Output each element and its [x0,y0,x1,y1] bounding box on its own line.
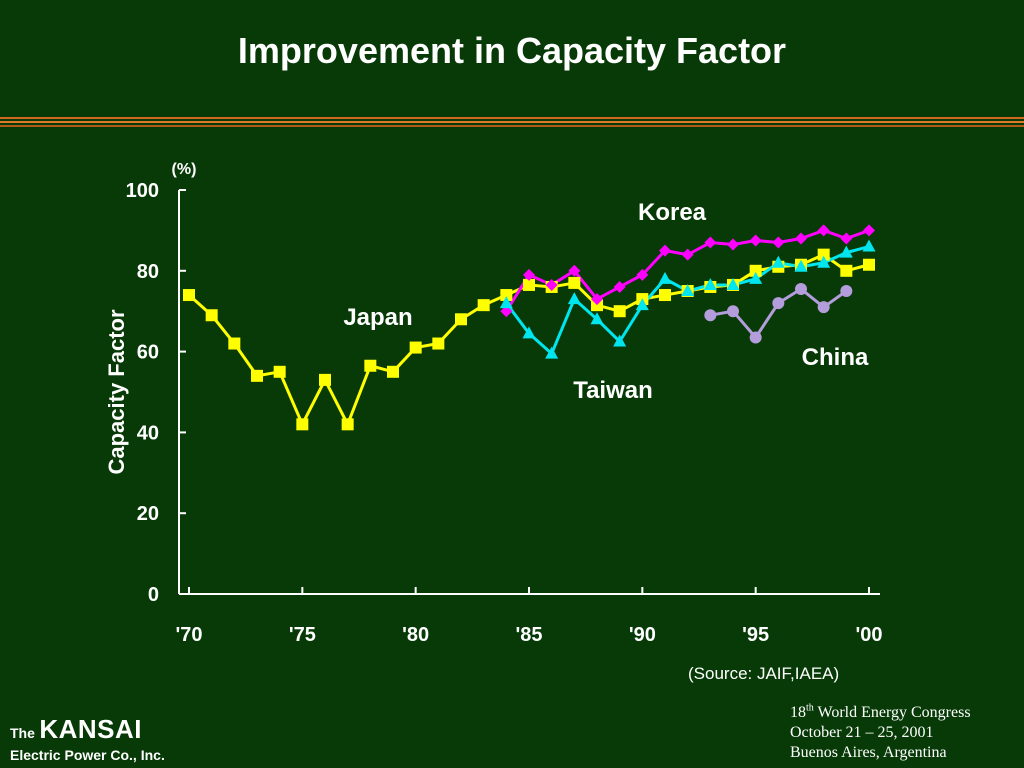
data-point-china [727,305,739,318]
data-point-japan [568,276,581,289]
data-point-taiwan [499,296,513,309]
data-point-korea [749,234,762,247]
data-point-korea [613,280,626,293]
data-point-taiwan [817,255,831,268]
conference-line-2: October 21 – 25, 2001 [790,724,934,741]
data-point-japan [613,305,626,318]
data-point-japan [387,365,399,378]
data-point-taiwan [771,255,785,268]
x-tick-label: '85 [515,624,542,646]
data-point-japan [523,278,535,291]
data-point-japan [341,418,354,431]
data-point-china [840,285,853,297]
data-point-korea [659,244,671,257]
data-point-taiwan [862,239,876,252]
data-point-china [795,282,807,295]
data-point-taiwan [545,346,559,359]
data-point-taiwan [703,277,717,290]
series-label-china: China [802,344,869,371]
data-point-taiwan [681,284,695,296]
y-axis-label: Capacity Factor [104,309,129,474]
data-point-korea [795,232,807,245]
data-point-japan [455,313,467,326]
data-point-china [704,309,717,322]
data-point-korea [500,305,513,318]
y-tick-label: 100 [126,180,159,202]
company-logo: The KANSAI Electric Power Co., Inc. [10,714,165,763]
x-tick-label: '90 [629,624,656,646]
data-point-taiwan [635,298,649,311]
y-tick-label: 40 [137,422,159,444]
data-point-japan [659,289,671,302]
x-tick-label: '00 [855,624,882,646]
y-tick-label: 0 [148,584,159,606]
logo-suffix: Electric Power Co., Inc. [10,747,165,763]
data-point-taiwan [794,259,808,272]
y-unit-label: (%) [172,161,197,178]
data-point-korea [863,224,875,237]
y-tick-label: 60 [137,342,159,364]
title-divider [0,117,1024,127]
data-point-japan [500,289,513,302]
data-point-japan [432,337,445,350]
capacity-factor-chart: 0 20 40 60 80 100 '70 '75 '80 '85 '90 '95 '00 (%) Capa… [104,161,883,646]
x-tick-label: '95 [742,624,769,646]
data-point-japan [749,264,762,277]
data-point-korea [840,232,853,245]
series-label-korea: Korea [638,199,707,226]
data-point-japan [251,369,263,382]
data-point-korea [727,238,739,251]
data-point-taiwan [658,271,672,284]
data-point-japan [228,337,241,350]
logo-prefix: The [10,725,35,741]
data-point-korea [681,248,694,261]
data-point-japan [863,258,875,271]
data-point-korea [636,268,649,281]
y-tick-label: 20 [137,503,159,525]
x-tick-label: '80 [402,624,429,646]
conference-line-1: 18th World Energy Congress [790,702,971,721]
data-point-japan [319,373,331,386]
data-point-korea [545,278,558,291]
source-note: (Source: JAIF,IAEA) [688,664,840,683]
data-point-korea [591,293,603,306]
data-point-japan [205,309,218,322]
data-point-korea [523,268,535,281]
data-point-korea [568,264,581,277]
series-label-japan: Japan [343,304,412,331]
data-point-korea [817,224,830,237]
conference-line-3: Buenos Aires, Argentina [790,744,947,761]
data-point-china [749,331,762,344]
data-point-taiwan [749,271,763,284]
data-point-china [772,297,785,310]
data-point-japan [409,341,422,354]
data-point-japan [817,248,830,261]
data-point-taiwan [522,326,536,339]
data-point-japan [591,299,603,312]
data-point-taiwan [590,312,604,325]
data-point-japan [273,365,286,378]
data-point-japan [183,289,195,302]
series-label-taiwan: Taiwan [573,377,653,404]
data-point-taiwan [613,334,627,347]
data-point-japan [477,299,490,312]
data-point-japan [364,359,377,372]
data-point-japan [296,418,309,431]
logo-name: KANSAI [39,714,143,744]
y-tick-label: 80 [137,261,159,283]
data-point-korea [772,236,785,249]
data-point-taiwan [726,277,740,290]
data-point-japan [840,264,853,277]
conference-info: 18th World Energy Congress October 21 – … [790,703,971,763]
x-tick-label: '75 [289,624,316,646]
data-point-korea [704,236,717,249]
x-tick-label: '70 [175,624,202,646]
slide-title: Improvement in Capacity Factor [237,30,787,71]
data-point-taiwan [567,292,581,305]
data-point-taiwan [839,245,853,258]
data-point-china [817,301,830,314]
